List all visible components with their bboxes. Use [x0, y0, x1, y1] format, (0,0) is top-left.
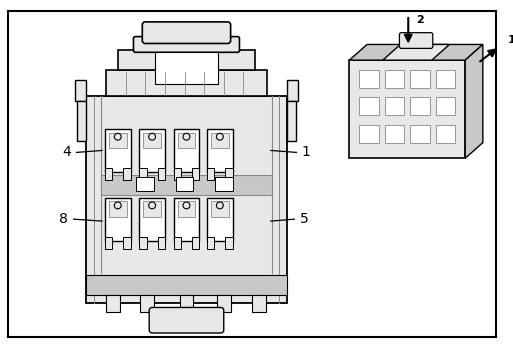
Bar [140, 129, 165, 172]
Bar [106, 70, 267, 96]
Bar [124, 237, 130, 248]
Bar [136, 177, 154, 191]
Bar [359, 70, 379, 88]
Bar [157, 168, 165, 180]
Bar [436, 97, 456, 115]
FancyBboxPatch shape [142, 22, 231, 44]
FancyBboxPatch shape [133, 37, 240, 52]
Bar [143, 133, 161, 148]
Bar [118, 50, 255, 70]
Bar [349, 60, 465, 158]
Bar [174, 237, 181, 248]
Bar [105, 168, 112, 180]
Bar [287, 80, 299, 101]
Bar [180, 295, 193, 313]
Polygon shape [383, 45, 449, 60]
Text: 1: 1 [302, 145, 311, 159]
Bar [385, 97, 404, 115]
Bar [109, 201, 127, 216]
Bar [174, 168, 181, 180]
Bar [207, 129, 232, 172]
Bar [359, 97, 379, 115]
Bar [225, 237, 232, 248]
Bar [105, 129, 130, 172]
Bar [105, 237, 112, 248]
Text: 1: 1 [507, 35, 513, 46]
Bar [225, 168, 232, 180]
Bar [140, 168, 147, 180]
Bar [143, 201, 161, 216]
Bar [174, 198, 199, 241]
Polygon shape [349, 45, 483, 60]
Bar [192, 237, 199, 248]
Text: 4: 4 [63, 145, 71, 159]
Bar [207, 198, 232, 241]
Bar [287, 101, 297, 141]
Bar [86, 96, 287, 302]
Bar [177, 133, 195, 148]
Bar [106, 295, 120, 313]
Bar [192, 168, 199, 180]
Bar [124, 168, 130, 180]
Bar [76, 101, 86, 141]
Bar [157, 237, 165, 248]
Text: 2: 2 [416, 15, 424, 25]
Bar [217, 295, 231, 313]
Bar [385, 125, 404, 143]
Bar [140, 198, 165, 241]
Text: 5: 5 [300, 212, 309, 226]
Bar [359, 125, 379, 143]
Bar [211, 133, 229, 148]
Bar [101, 175, 272, 195]
Bar [410, 70, 430, 88]
Bar [175, 177, 193, 191]
Bar [140, 237, 147, 248]
Bar [86, 275, 287, 295]
Bar [141, 295, 154, 313]
Bar [410, 97, 430, 115]
Bar [207, 168, 214, 180]
Text: 8: 8 [60, 212, 68, 226]
Bar [215, 177, 232, 191]
Bar [155, 52, 218, 84]
FancyBboxPatch shape [149, 308, 224, 333]
Bar [177, 201, 195, 216]
Bar [105, 198, 130, 241]
Polygon shape [465, 45, 483, 158]
Bar [436, 125, 456, 143]
Bar [252, 295, 266, 313]
Bar [109, 133, 127, 148]
Bar [410, 125, 430, 143]
FancyBboxPatch shape [400, 33, 433, 48]
Bar [174, 129, 199, 172]
Bar [74, 80, 86, 101]
Bar [436, 70, 456, 88]
Bar [207, 237, 214, 248]
Bar [385, 70, 404, 88]
Bar [211, 201, 229, 216]
